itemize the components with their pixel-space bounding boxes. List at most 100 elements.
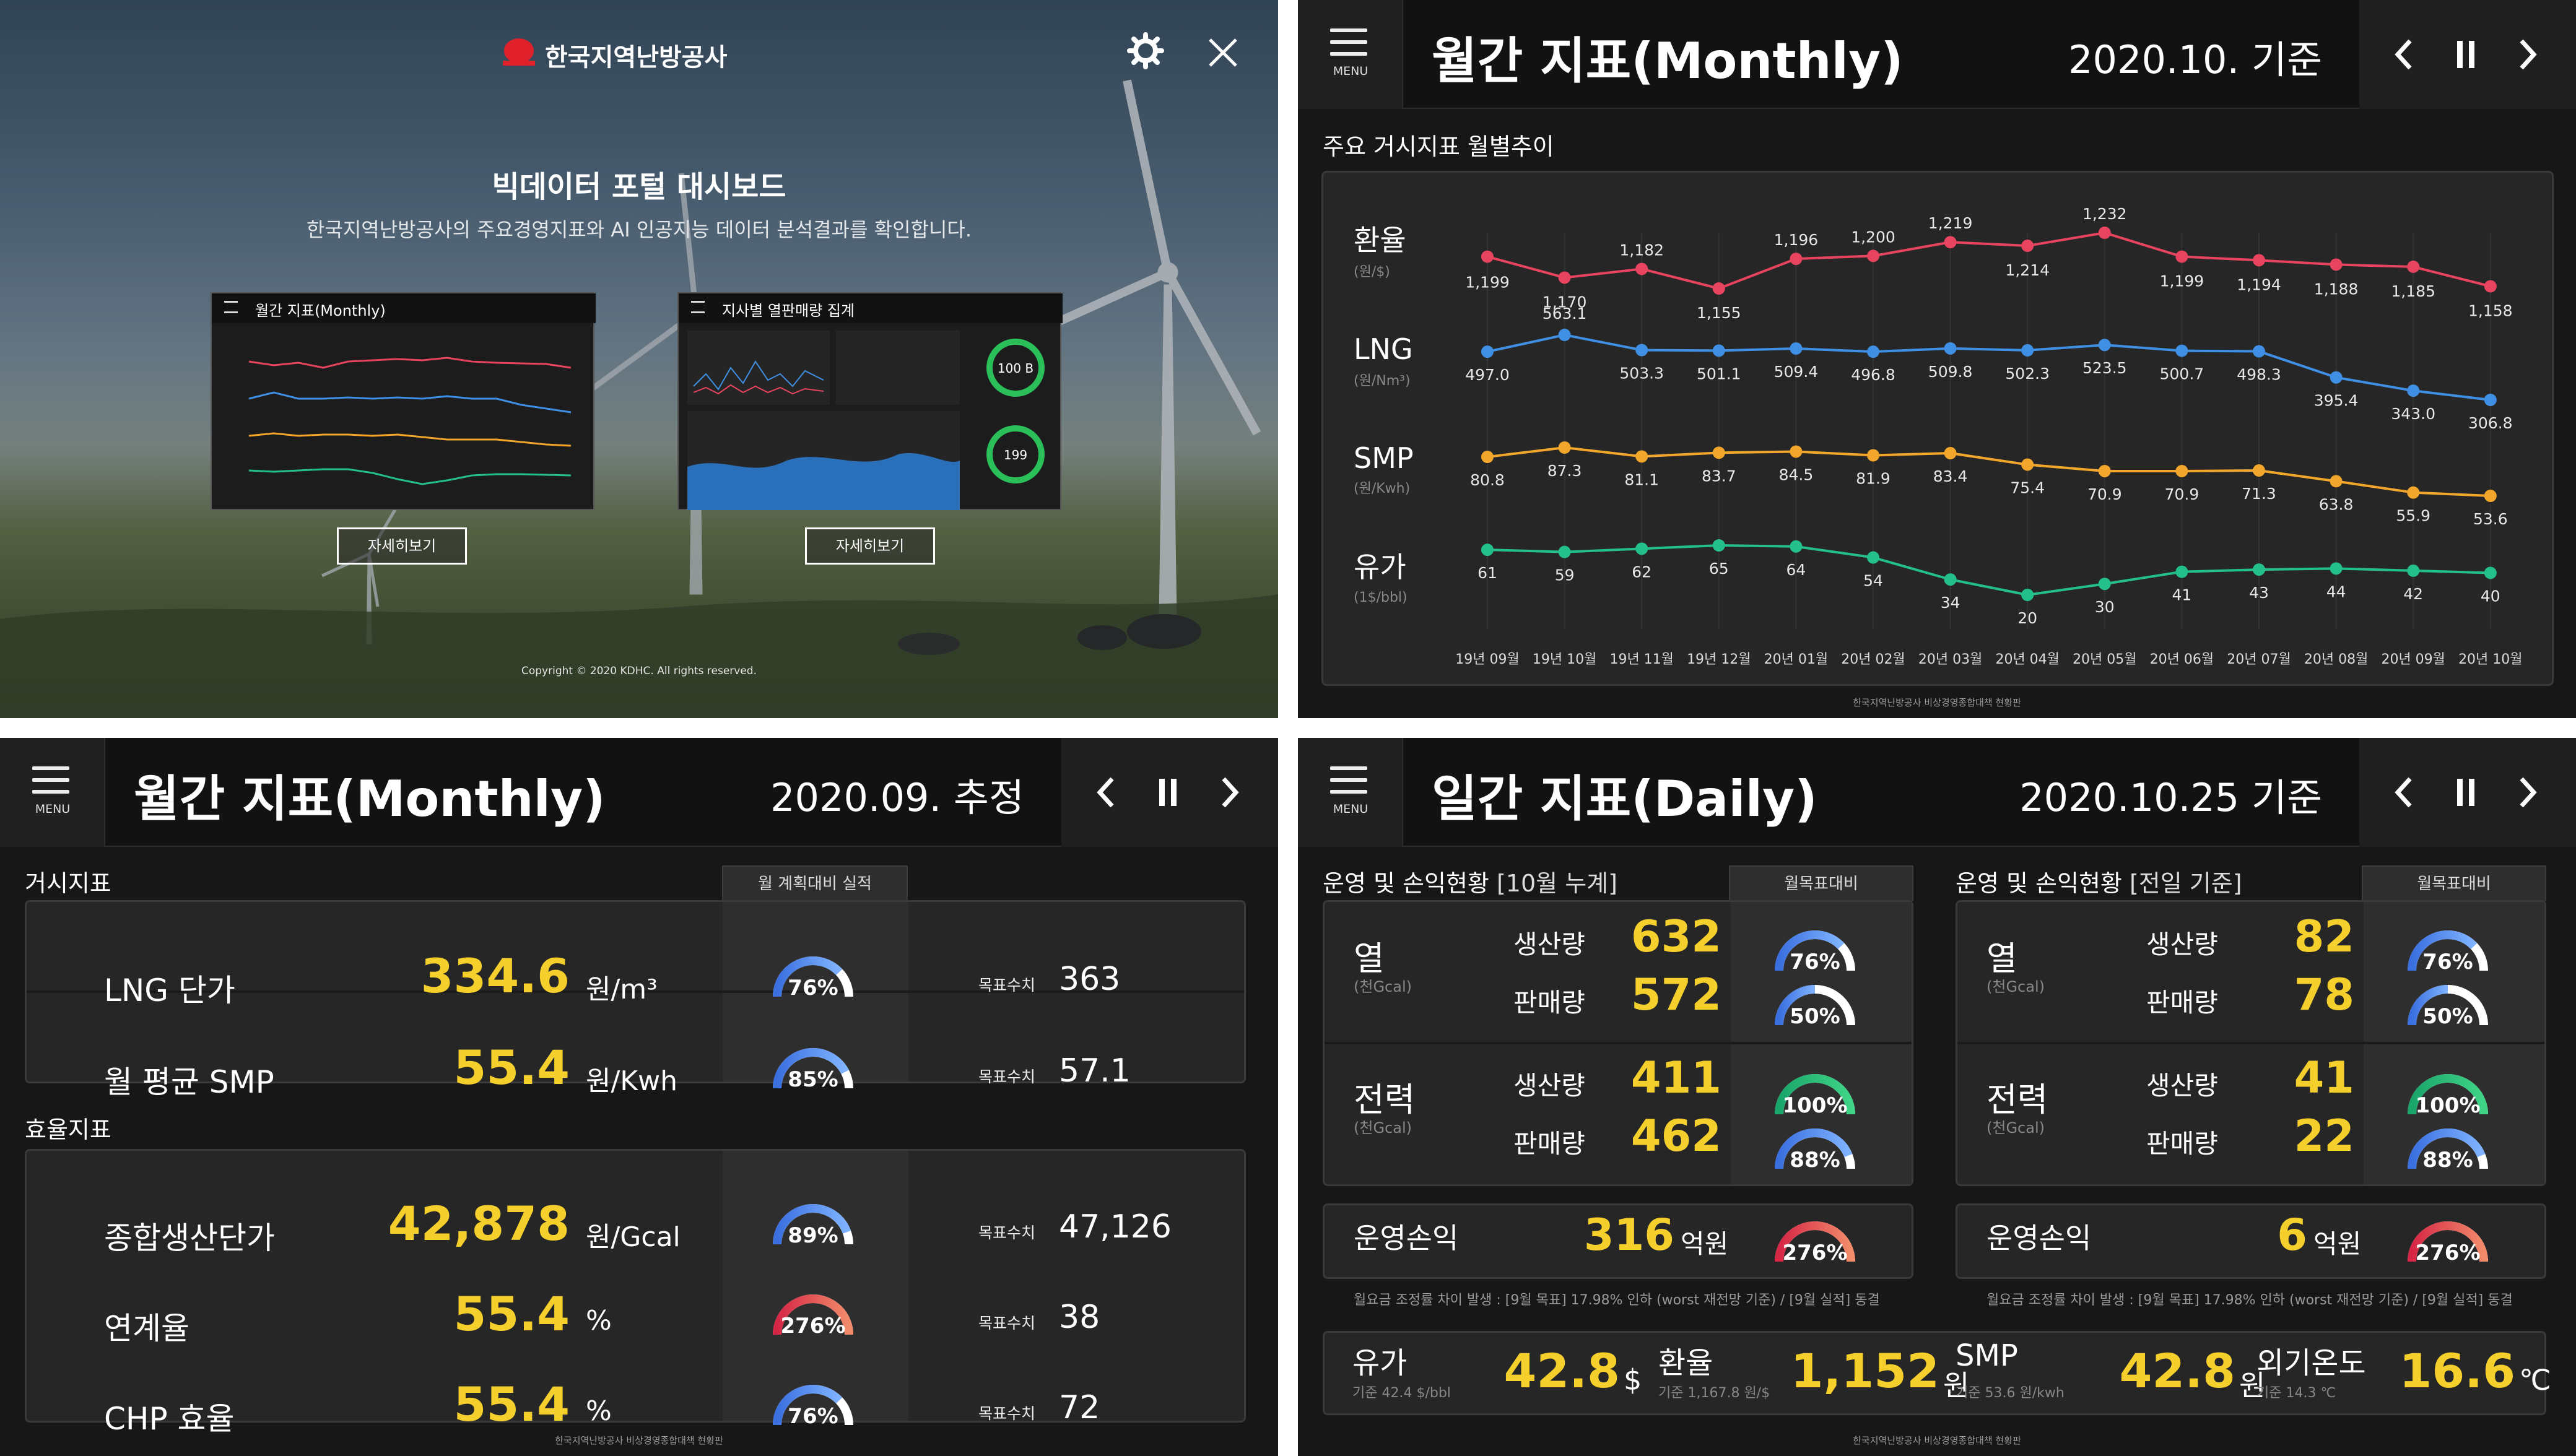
heat-produce-value: 632 <box>1630 911 1721 962</box>
data-point <box>1867 345 1879 358</box>
menu-button[interactable]: MENU <box>1298 738 1403 847</box>
monthly-estimate-screen: MENU 월간 지표(Monthly) 2020.09. 추정 거시지표 월 계… <box>0 738 1278 1456</box>
data-point <box>2484 490 2497 502</box>
x-tick-label: 19년 09월 <box>1455 652 1519 667</box>
achievement-gauge-value: 76% <box>788 1404 838 1429</box>
data-point <box>1790 445 1803 458</box>
bottom-indicator-unit: 원 <box>1943 1369 1970 1402</box>
header: MENU 월간 지표(Monthly) 2020.10. 기준 <box>1298 0 2576 109</box>
bottom-indicator-value: 42.8 <box>2119 1343 2235 1398</box>
chevron-right-icon[interactable] <box>2515 774 2540 811</box>
bottom-indicator-base: 기준 42.4 $/bbl <box>1352 1385 1451 1401</box>
data-point <box>2484 394 2497 406</box>
data-label: 75.4 <box>2010 479 2045 497</box>
power-produce-value: 41 <box>2294 1052 2354 1103</box>
row-value: 55.4 <box>453 1377 570 1432</box>
heat-sell-value: 78 <box>2294 969 2354 1020</box>
target-label: 목표수치 <box>978 976 1036 994</box>
data-point <box>1481 250 1494 263</box>
data-point <box>1867 249 1879 262</box>
gear-icon[interactable] <box>1127 32 1164 69</box>
power-sell-value: 22 <box>2294 1111 2354 1161</box>
data-point <box>1944 342 1957 355</box>
row-label: LNG 단가 <box>104 973 235 1008</box>
monthly-preview-card[interactable]: 월간 지표(Monthly) <box>211 292 596 510</box>
data-label: 306.8 <box>2468 414 2513 432</box>
heat-sales-preview-card[interactable]: 지사별 열판매량 집계 100 B 199 <box>677 292 1063 510</box>
menu-button[interactable]: MENU <box>0 738 105 847</box>
data-point <box>1481 451 1494 464</box>
bottom-indicator-value: 16.6 <box>2399 1343 2515 1398</box>
power-produce-gauge-value: 100% <box>1782 1093 1848 1118</box>
monthly-detail-button[interactable]: 자세히보기 <box>337 527 467 565</box>
data-label: 497.0 <box>1465 366 1510 384</box>
op-profit-value: 316 <box>1583 1210 1674 1260</box>
series-name: 유가 <box>1354 550 1406 584</box>
data-point <box>2021 344 2034 357</box>
power-sell-gauge-value: 88% <box>2422 1148 2473 1172</box>
series-line-2 <box>1487 446 2491 497</box>
close-icon[interactable] <box>1208 37 1238 68</box>
heat-produce-value: 82 <box>2294 911 2354 962</box>
chevron-right-icon[interactable] <box>2515 36 2540 73</box>
data-label: 343.0 <box>2391 405 2435 423</box>
macro-panel <box>25 900 1246 1083</box>
produce-label: 생산량 <box>2146 1070 2218 1101</box>
data-point <box>1867 551 1879 564</box>
pause-icon[interactable] <box>2453 774 2478 811</box>
footer: 한국지역난방공사 비상경영종합대책 현황판 <box>555 1435 723 1446</box>
op-profit-label: 운영손익 <box>1354 1221 1459 1255</box>
data-point <box>1790 253 1803 266</box>
pause-icon[interactable] <box>1155 774 1180 811</box>
slide-controls <box>2359 738 2576 847</box>
data-label: 1,199 <box>2160 272 2204 290</box>
achievement-gauge: 276% <box>767 1286 859 1342</box>
page-title: 일간 지표(Daily) <box>1432 770 1817 828</box>
menu-label: MENU <box>1333 64 1368 78</box>
data-label: 83.7 <box>1702 467 1736 485</box>
heat-produce-gauge: 76% <box>1769 922 1861 978</box>
menu-button[interactable]: MENU <box>1298 0 1403 109</box>
data-label: 1,170 <box>1543 293 1587 311</box>
left-section-title: 운영 및 손익현황 [10월 누계] <box>1323 864 1617 898</box>
bottom-indicator-value: 42.8 <box>1503 1343 1620 1398</box>
chevron-left-icon[interactable] <box>1094 774 1118 811</box>
sell-label: 판매량 <box>2146 1129 2218 1159</box>
op-profit-note: 월요금 조정률 차이 발생 : [9월 목표] 17.98% 인하 (worst… <box>1354 1293 1880 1308</box>
data-label: 502.3 <box>2005 365 2050 383</box>
data-point <box>1790 540 1803 553</box>
bottom-indicator-unit: $ <box>1624 1363 1642 1397</box>
page-date: 2020.09. 추정 <box>770 775 1024 820</box>
chevron-left-icon[interactable] <box>2391 36 2416 73</box>
produce-label: 생산량 <box>2146 929 2218 960</box>
heat-sales-detail-button[interactable]: 자세히보기 <box>805 527 935 565</box>
achievement-gauge-value: 76% <box>788 976 838 1000</box>
chevron-left-icon[interactable] <box>2391 774 2416 811</box>
data-label: 1,232 <box>2082 205 2127 223</box>
data-label: 395.4 <box>2314 392 2359 410</box>
card2-title: 지사별 열판매량 집계 <box>722 302 855 319</box>
series-line-1 <box>1487 333 2491 401</box>
macro-line-chart: 19년 09월 19년 10월 19년 11월 19년 12월 20년 01월 20년 0… <box>1354 205 2523 667</box>
data-label: 70.9 <box>2165 485 2200 503</box>
power-produce-gauge-value: 100% <box>2415 1093 2481 1118</box>
pause-icon[interactable] <box>2453 36 2478 73</box>
right-operation-panel <box>1956 900 2546 1186</box>
slide-controls <box>1061 738 1278 847</box>
data-label: 42 <box>2403 585 2423 603</box>
data-point <box>1558 545 1571 558</box>
bottom-indicator-base: 기준 1,167.8 원/$ <box>1658 1385 1770 1401</box>
data-point <box>2407 486 2420 499</box>
right-section-label: 운영 및 손익현황 <box>1956 870 2122 897</box>
x-tick-label: 20년 02월 <box>1841 652 1905 667</box>
row-label: 월 평균 SMP <box>104 1064 274 1100</box>
produce-label: 생산량 <box>1513 929 1585 960</box>
chevron-right-icon[interactable] <box>1217 774 1242 811</box>
data-point <box>2021 458 2034 471</box>
data-point <box>2407 260 2420 273</box>
achievement-gauge: 85% <box>767 1040 859 1096</box>
left-operation-panel <box>1323 900 1913 1186</box>
x-tick-label: 20년 09월 <box>2381 652 2445 667</box>
data-point <box>2175 565 2188 578</box>
data-point <box>2330 371 2343 384</box>
